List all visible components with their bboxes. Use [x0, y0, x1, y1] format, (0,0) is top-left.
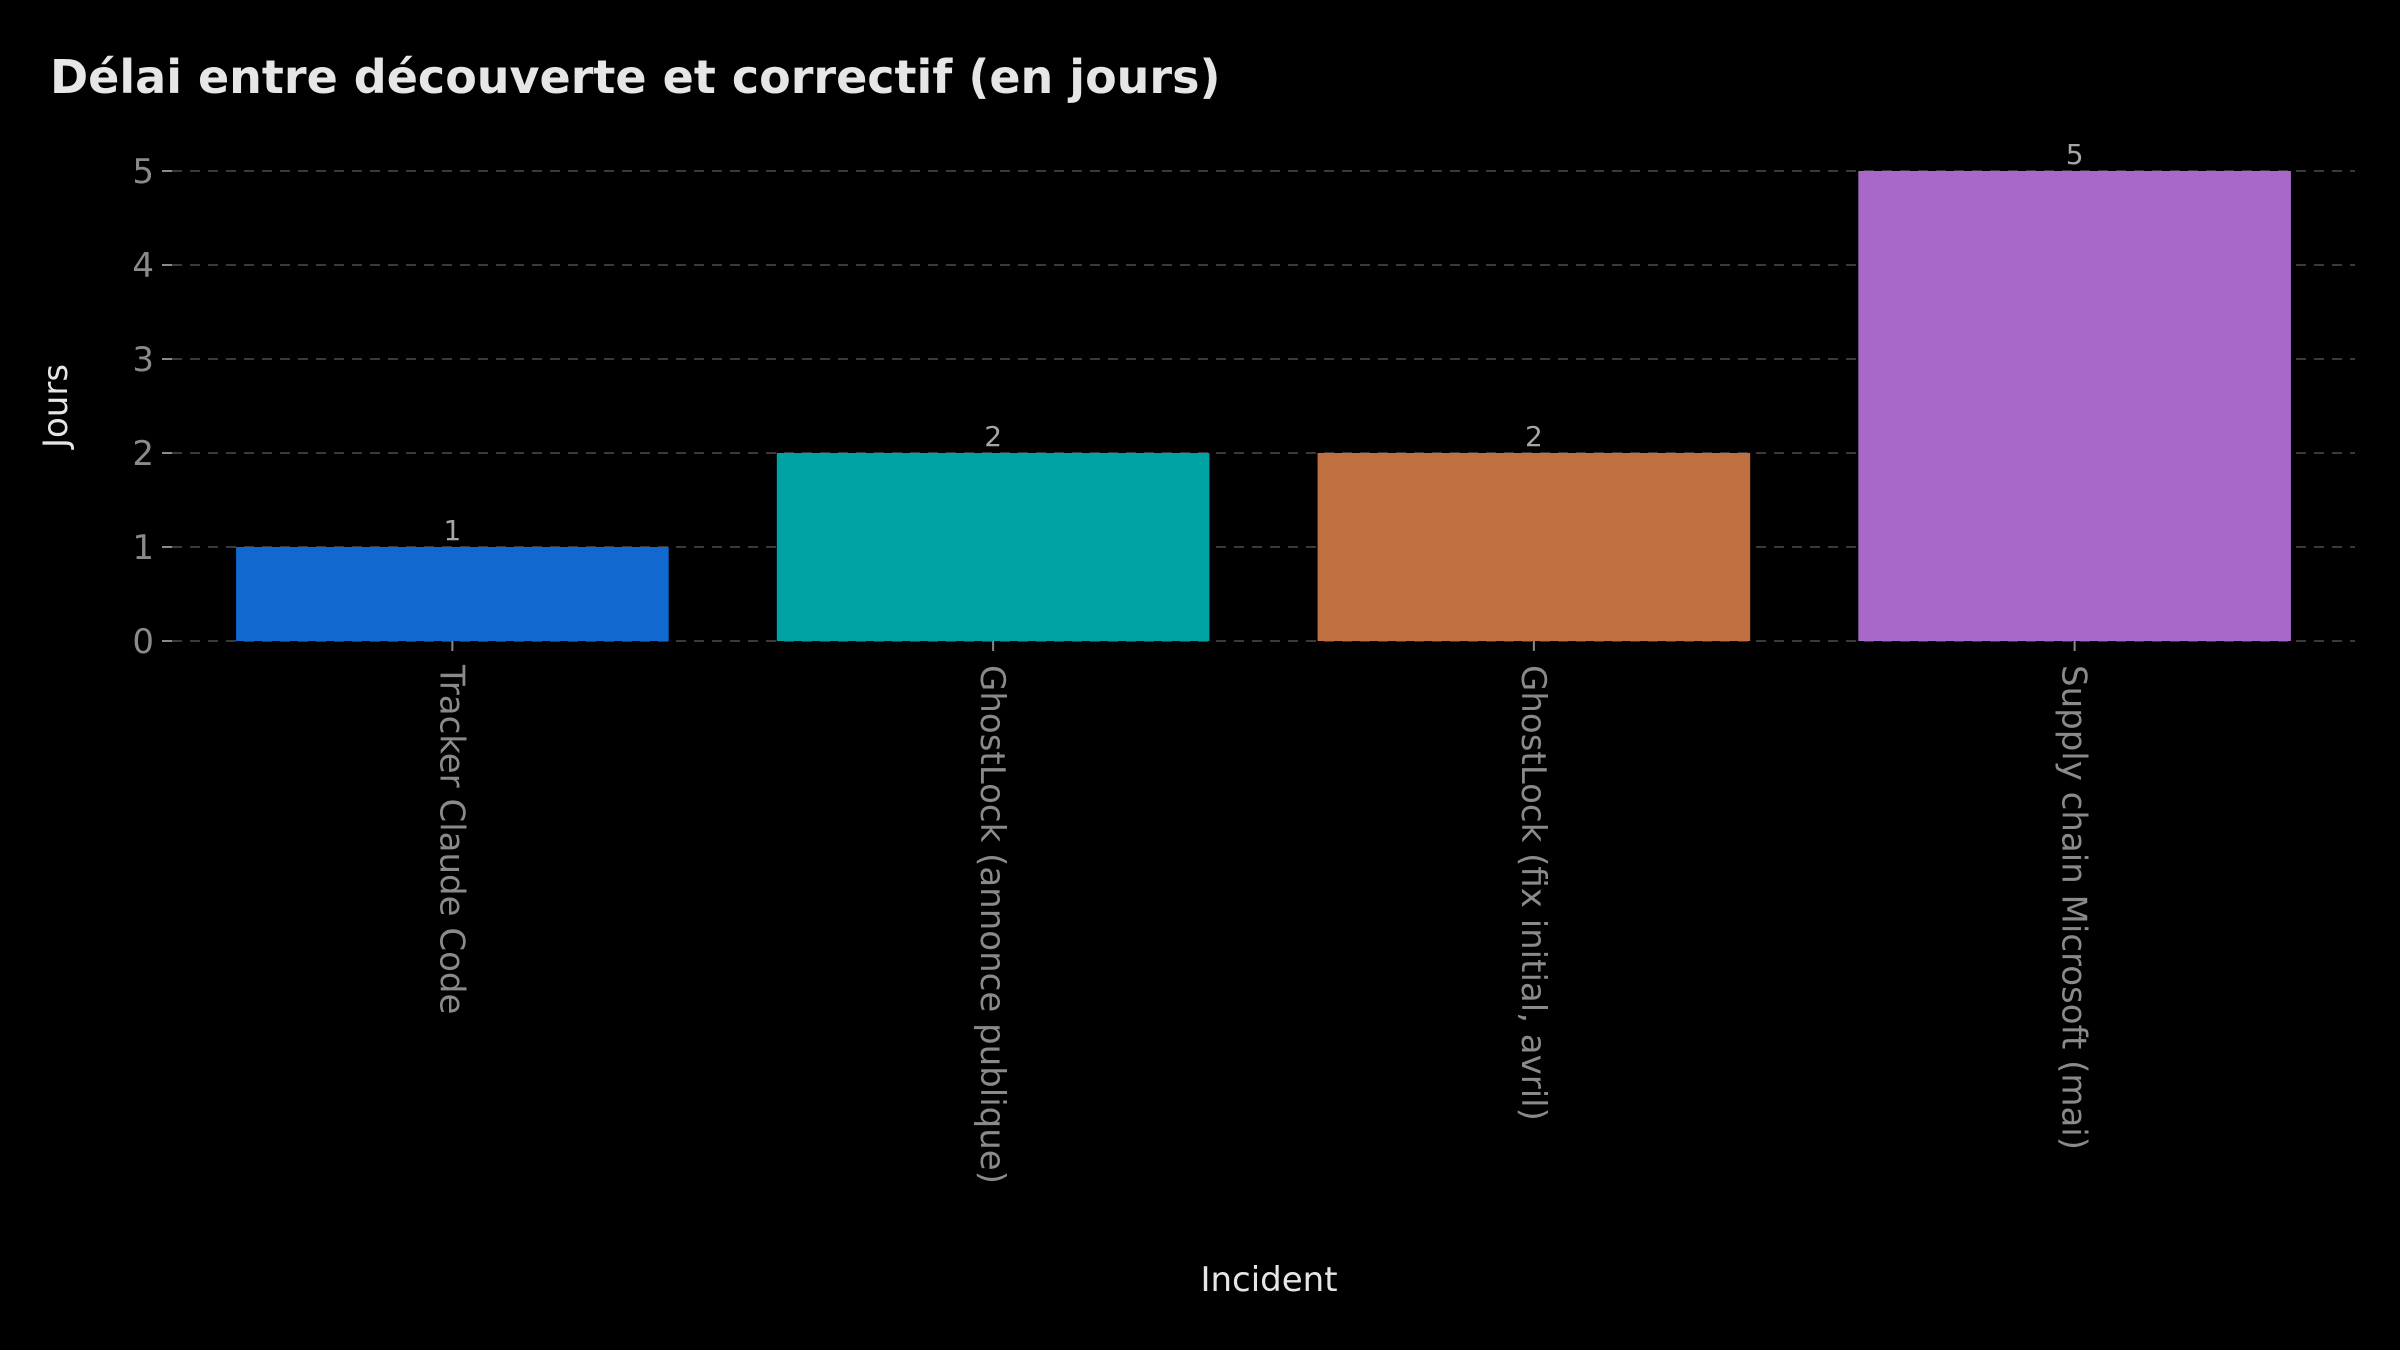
- y-axis-label: Jours: [36, 364, 76, 450]
- x-tick-label-1: Tracker Claude Code: [431, 664, 471, 1014]
- y-tick-label-3: 3: [132, 340, 154, 380]
- bar-3: [1317, 453, 1751, 641]
- x-axis-ticks: Tracker Claude Code GhostLock (annonce pu…: [431, 641, 2094, 1184]
- x-tick-label-3: GhostLock (fix initial, avril): [1513, 665, 1553, 1121]
- data-label-4: 5: [2066, 138, 2084, 171]
- y-axis-ticks: 0 1 2 3 4 5: [132, 152, 172, 662]
- data-label-3: 2: [1525, 420, 1543, 453]
- y-tick-label-0: 0: [132, 622, 154, 662]
- y-tick-label-5: 5: [132, 152, 154, 192]
- y-tick-label-1: 1: [132, 528, 154, 568]
- bar-1: [236, 547, 669, 641]
- data-label-2: 2: [984, 420, 1002, 453]
- x-tick-label-4: Supply chain Microsoft (mai): [2054, 665, 2094, 1150]
- data-label-1: 1: [443, 514, 461, 547]
- bar-2: [776, 453, 1210, 641]
- chart-title: Délai entre découverte et correctif (en …: [50, 50, 1221, 104]
- y-tick-label-2: 2: [132, 434, 154, 474]
- x-axis-label: Incident: [1200, 1260, 1337, 1300]
- x-tick-label-2: GhostLock (annonce publique): [972, 665, 1012, 1184]
- y-tick-label-4: 4: [132, 246, 154, 286]
- bars: 1 2 2 5: [236, 138, 2291, 641]
- bar-4: [1858, 171, 2291, 641]
